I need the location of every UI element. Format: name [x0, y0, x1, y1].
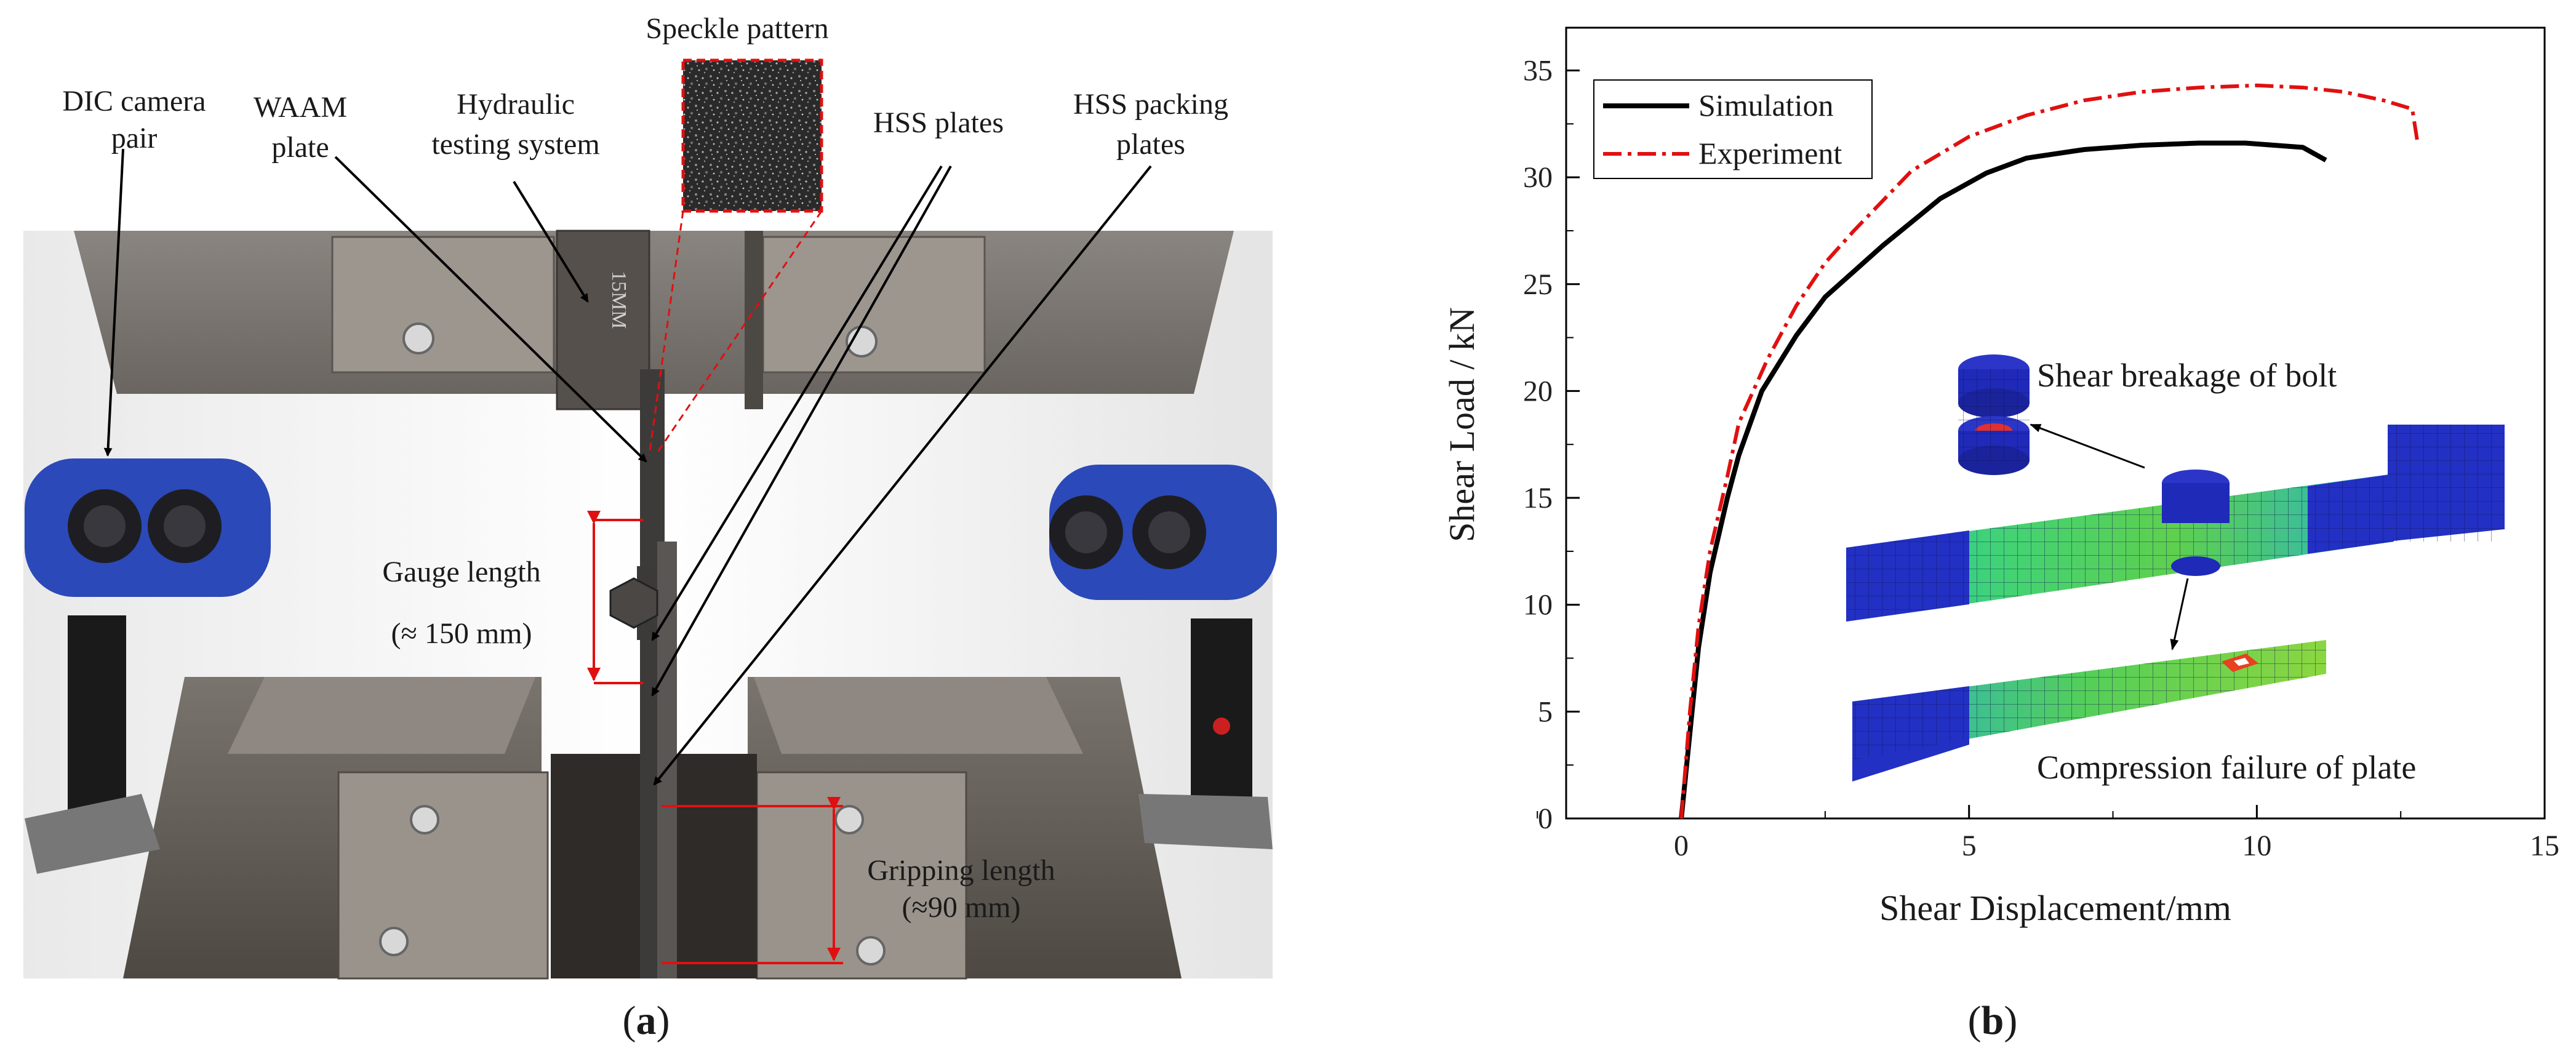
x-axis-title: Shear Displacement/mm: [1879, 888, 2231, 928]
hydraulic-label-line1: Hydraulic: [457, 88, 575, 121]
plate-annotation: Compression failure of plate: [2037, 749, 2416, 786]
bolt-callout-arrow: [2030, 423, 2145, 469]
hss-packing-label-line1: HSS packing: [1073, 88, 1228, 121]
y-tick-label: 5: [1538, 695, 1553, 728]
dic-camera-left: [25, 458, 271, 874]
bolt-head-icon: [410, 805, 439, 834]
y-tick-label: 35: [1523, 54, 1553, 87]
panel-b-letter: b: [1982, 998, 2004, 1043]
axis-ticks: 0 5 10 15 0 5 10 15 20 25 30 35: [1523, 54, 2559, 862]
x-tick-label: 0: [1674, 830, 1689, 862]
y-tick-label: 20: [1523, 375, 1553, 407]
panel-b-caption: (b): [1968, 998, 2018, 1043]
x-tick-label: 5: [1962, 830, 1977, 862]
speckle-inset: [681, 58, 823, 213]
y-tick-label: 30: [1523, 161, 1553, 194]
waam-label-line1: WAAM: [254, 91, 347, 124]
y-tick-label: 0: [1538, 802, 1553, 835]
hydraulic-label-line2: testing system: [431, 128, 599, 161]
fe-bolt-model: [1958, 354, 2030, 475]
waam-label-line2: plate: [271, 131, 329, 164]
series-line-simulation: [1679, 140, 2327, 819]
fe-joint-model: [1846, 425, 2505, 622]
gauge-length-label-line2: (≈ 150 mm): [391, 617, 532, 650]
gripping-length-label-line1: Gripping length: [867, 854, 1055, 887]
specimen-plates: [609, 369, 677, 978]
dic-camera-right: [1049, 465, 1277, 849]
bolt-head-icon: [856, 936, 886, 966]
bolt-head-icon: [402, 322, 434, 354]
y-tick-label: 25: [1523, 268, 1553, 301]
y-tick-label: 10: [1523, 589, 1553, 622]
test-setup-photo: 15MM: [23, 12, 1277, 1043]
x-tick-label: 10: [2242, 830, 2271, 862]
series-lines: [1679, 83, 2420, 819]
speckle-label: Speckle pattern: [646, 12, 828, 45]
legend-box: [1593, 79, 1873, 179]
legend: Simulation Experiment: [1593, 79, 1873, 179]
hss-plates-label: HSS plates: [873, 106, 1004, 139]
dic-label-line2: pair: [111, 122, 158, 154]
bolt-annotation: Shear breakage of bolt: [2037, 357, 2337, 394]
panel-a-caption: (a): [623, 998, 670, 1043]
legend-experiment-label: Experiment: [1698, 136, 1842, 170]
dic-label-line1: DIC camera: [62, 85, 206, 118]
load-displacement-chart: 0 5 10 15 0 5 10 15 20 25 30 35 Simulation Experime…: [1442, 26, 2559, 1043]
hss-packing-label-line2: plates: [1116, 128, 1185, 161]
upper-crosshead: 15MM: [74, 230, 1234, 410]
bolt-head-icon: [834, 805, 864, 834]
plot-frame: [1565, 26, 2546, 820]
machine-marking: 15MM: [607, 271, 630, 329]
plate-callout-arrow: [2170, 578, 2189, 650]
x-tick-label: 15: [2530, 830, 2559, 862]
panel-a-letter: a: [636, 998, 657, 1043]
fe-plate-model: [1852, 640, 2326, 782]
legend-simulation-label: Simulation: [1698, 88, 1833, 122]
nut-icon: [609, 577, 658, 629]
gauge-length-label-line1: Gauge length: [382, 556, 540, 588]
y-axis-title: Shear Load / kN: [1442, 307, 1482, 542]
bolt-head-icon: [379, 927, 409, 956]
y-tick-label: 15: [1523, 482, 1553, 514]
gripping-length-label-line2: (≈90 mm): [902, 891, 1021, 924]
